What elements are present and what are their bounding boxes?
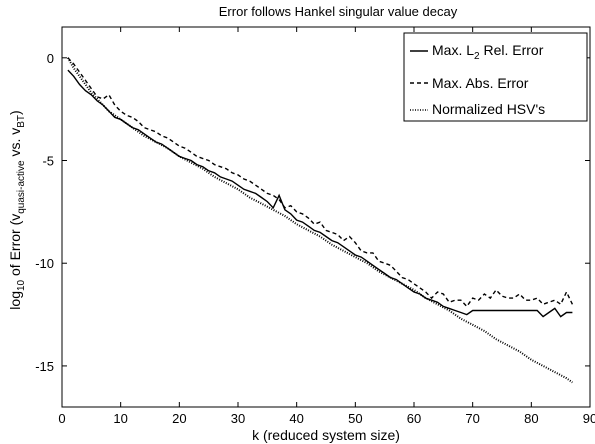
plot-area — [61, 26, 591, 408]
y-label-suffix: ) — [7, 110, 23, 115]
legend-box — [403, 32, 588, 122]
ticks-layer: 0 10 20 30 40 50 60 70 80 90 0 -5 -10 -15 — [35, 27, 595, 426]
x-tick-label: 30 — [231, 411, 245, 426]
x-tick-label: 20 — [172, 411, 186, 426]
y-tick-label: 0 — [47, 51, 54, 66]
y-axis-label: log10 of Error (vquasi-active vs. vBT) — [7, 110, 27, 309]
y-label-prefix-sub: 10 — [16, 279, 27, 291]
x-tick-label: 0 — [58, 411, 65, 426]
series-line-solid — [67, 69, 573, 318]
legend-entry-abs-error: Max. Abs. Error — [432, 75, 529, 91]
series-layer — [67, 57, 574, 384]
plot-frame — [61, 26, 591, 408]
y-label-prefix: log — [7, 291, 23, 310]
x-tick-label: 50 — [348, 411, 362, 426]
y-tick-label: -5 — [42, 154, 54, 169]
y-label-middle: of Error (v — [7, 214, 23, 280]
y-tick-label: -15 — [35, 359, 54, 374]
y-label-middle2: vs. v — [7, 128, 23, 161]
y-tick-label: -10 — [35, 256, 54, 271]
series-line-dashed — [67, 57, 574, 308]
legend-entry-normalized-hsv: Normalized HSV's — [432, 101, 545, 117]
legend-entry-l2-rel-error: Max. L2 Rel. Error — [432, 42, 544, 62]
legend: Max. L2 Rel. Error Max. Abs. Error Norma… — [403, 32, 588, 122]
x-tick-label: 10 — [113, 411, 127, 426]
x-axis-label: k (reduced system size) — [252, 427, 400, 443]
chart-title: Error follows Hankel singular value deca… — [219, 4, 458, 19]
x-tick-label: 60 — [407, 411, 421, 426]
x-tick-label: 90 — [583, 411, 595, 426]
x-tick-label: 80 — [524, 411, 538, 426]
x-tick-label: 70 — [465, 411, 479, 426]
y-label-sub2: BT — [16, 115, 27, 128]
x-tick-label: 40 — [289, 411, 303, 426]
y-label-sub1: quasi-active — [16, 160, 27, 214]
